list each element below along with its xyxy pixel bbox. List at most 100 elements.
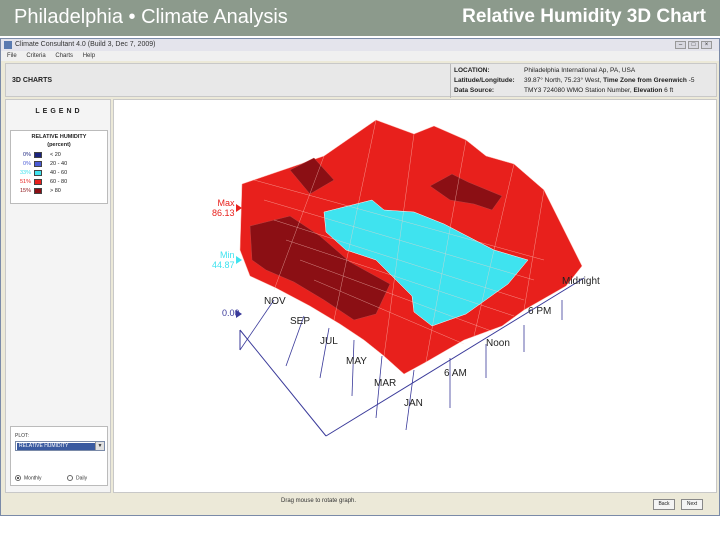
legend-percent: 33%	[19, 170, 31, 176]
tick-nov: NOV	[264, 296, 286, 307]
axis-hour	[325, 277, 585, 437]
legend-range: 20 - 40	[50, 161, 68, 167]
left-panel: LEGEND RELATIVE HUMIDITY (percent) 0% < 2…	[5, 99, 111, 493]
radio-monthly-label: Monthly	[24, 475, 42, 482]
slide-subtitle: Relative Humidity 3D Chart	[462, 6, 706, 27]
legend-swatch	[34, 187, 42, 194]
legend-percent: 51%	[19, 179, 31, 185]
section-title: 3D CHARTS	[12, 77, 53, 84]
plot-select[interactable]: RELATIVE HUMIDITY ▼	[15, 441, 105, 451]
legend-row: 15% > 80	[15, 187, 105, 195]
legend-swatch	[34, 160, 42, 167]
menu-help[interactable]: Help	[82, 53, 96, 59]
latlong-key: Latitude/Longitude:	[454, 77, 515, 84]
surface-darkred-left	[249, 215, 391, 321]
legend-row: 0% 20 - 40	[15, 160, 105, 168]
tick-midnight: Midnight	[562, 276, 600, 287]
latlong-row: Latitude/Longitude: 39.87° North, 75.23° …	[454, 77, 694, 84]
timezone-value: -5	[686, 77, 695, 84]
legend-swatch	[34, 151, 42, 158]
location-value: Philadelphia International Ap, PA, USA	[524, 67, 636, 74]
surface-darkred-back	[289, 157, 335, 195]
legend-percent: 15%	[19, 188, 31, 194]
elevation-key: Elevation	[633, 87, 663, 94]
surface-darkred-top	[429, 173, 503, 211]
plot-select-value: RELATIVE HUMIDITY	[17, 443, 95, 450]
source-row: Data Source: TMY3 724080 WMO Station Numb…	[454, 87, 673, 94]
window-title: Climate Consultant 4.0 (Build 3, Dec 7, …	[15, 41, 156, 48]
legend-percent: 0%	[23, 161, 31, 167]
surface-chart[interactable]	[114, 100, 717, 493]
slide-header: Philadelphia • Climate Analysis Relative…	[0, 0, 720, 36]
legend-percent: 0%	[23, 152, 31, 158]
legend-range: 40 - 60	[50, 170, 68, 176]
maximize-icon[interactable]: □	[688, 41, 699, 49]
zero-value: 0.00	[222, 308, 240, 318]
min-label-group: Min 44.87	[212, 250, 235, 270]
chevron-down-icon[interactable]: ▼	[95, 442, 104, 450]
min-value: 44.87	[212, 260, 235, 270]
max-label: Max	[217, 198, 235, 208]
latlong-value: 39.87° North, 75.23° West,	[524, 77, 604, 84]
menu-charts[interactable]: Charts	[55, 53, 74, 59]
axis-tick	[375, 355, 383, 419]
back-button[interactable]: Back	[653, 499, 675, 510]
z-marker-max	[236, 204, 242, 212]
tick-noon: Noon	[486, 338, 510, 349]
z-marker-min	[236, 256, 242, 264]
radio-monthly[interactable]: Monthly	[15, 475, 42, 481]
plot-box: PLOT: RELATIVE HUMIDITY ▼ Monthly Daily	[10, 426, 108, 486]
plot-label: PLOT:	[15, 433, 29, 439]
info-bar: 3D CHARTS LOCATION: Philadelphia Internat…	[5, 63, 717, 98]
surface-gridlines	[253, 119, 545, 363]
legend-swatch	[34, 169, 42, 176]
legend-swatch	[34, 178, 42, 185]
radio-daily-label: Daily	[76, 475, 88, 482]
max-label-group: Max 86.13	[212, 198, 235, 218]
axis-tick	[319, 327, 330, 379]
max-value: 86.13	[212, 208, 235, 218]
close-icon[interactable]: ×	[701, 41, 712, 49]
timezone-key: Time Zone from Greenwich	[603, 77, 687, 84]
chart-axes	[239, 277, 585, 437]
tick-mar: MAR	[374, 378, 397, 389]
tick-6am: 6 AM	[444, 368, 467, 379]
source-key: Data Source:	[454, 87, 495, 94]
tick-may: MAY	[346, 356, 367, 367]
bottom-bar: Drag mouse to rotate graph. Back Next	[1, 495, 719, 515]
axis-tick	[351, 339, 355, 397]
radio-off-icon[interactable]	[67, 475, 73, 481]
min-label: Min	[220, 250, 235, 260]
window-titlebar: Climate Consultant 4.0 (Build 3, Dec 7, …	[1, 39, 719, 51]
location-key: LOCATION:	[454, 67, 490, 74]
axis-tick	[405, 369, 415, 431]
legend-row: 51% 60 - 80	[15, 178, 105, 186]
tick-jan: JAN	[404, 398, 423, 409]
chart-area[interactable]: Max 86.13 Min 44.87 0.00 NOV SEP JUL MAY…	[113, 99, 717, 493]
app-window: Climate Consultant 4.0 (Build 3, Dec 7, …	[0, 38, 720, 516]
axis-tick	[285, 315, 305, 367]
tick-sep: SEP	[290, 316, 311, 327]
tick-6pm: 6 PM	[528, 306, 552, 317]
legend-range: 60 - 80	[50, 179, 68, 185]
legend-range: < 20	[50, 152, 61, 158]
legend-box: RELATIVE HUMIDITY (percent) 0% < 20 0% 20 -…	[10, 130, 108, 204]
source-value: TMY3 724080 WMO Station Number,	[524, 87, 634, 94]
legend-title: LEGEND	[35, 108, 83, 115]
next-button[interactable]: Next	[681, 499, 703, 510]
location-row: LOCATION: Philadelphia International Ap, …	[454, 67, 635, 74]
rotate-hint: Drag mouse to rotate graph.	[281, 498, 357, 504]
elevation-value: 6 ft	[662, 87, 674, 94]
axis-tick	[239, 299, 275, 351]
z-marker-zero	[236, 310, 242, 318]
menu-criteria[interactable]: Criteria	[26, 53, 46, 59]
menu-file[interactable]: File	[7, 53, 17, 59]
legend-row: 33% 40 - 60	[15, 169, 105, 177]
radio-on-icon[interactable]	[15, 475, 21, 481]
legend-heading: RELATIVE HUMIDITY	[31, 134, 87, 140]
info-divider	[450, 64, 451, 98]
minimize-icon[interactable]: –	[675, 41, 686, 49]
radio-daily[interactable]: Daily	[67, 475, 87, 481]
tick-jul: JUL	[320, 336, 338, 347]
legend-range: > 80	[50, 188, 61, 194]
